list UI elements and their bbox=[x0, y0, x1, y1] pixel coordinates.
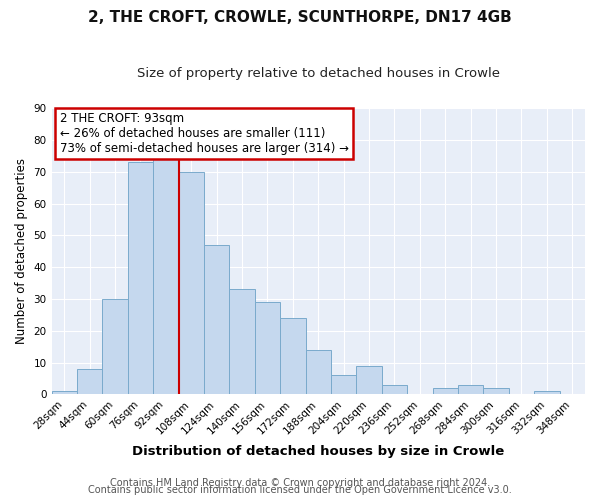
Bar bbox=[103, 299, 128, 394]
Bar bbox=[280, 318, 305, 394]
Bar bbox=[382, 385, 407, 394]
Bar bbox=[305, 350, 331, 395]
Bar bbox=[52, 392, 77, 394]
Bar bbox=[255, 302, 280, 394]
Text: 2, THE CROFT, CROWLE, SCUNTHORPE, DN17 4GB: 2, THE CROFT, CROWLE, SCUNTHORPE, DN17 4… bbox=[88, 10, 512, 25]
Text: Contains public sector information licensed under the Open Government Licence v3: Contains public sector information licen… bbox=[88, 485, 512, 495]
Bar bbox=[204, 245, 229, 394]
Bar bbox=[331, 376, 356, 394]
Y-axis label: Number of detached properties: Number of detached properties bbox=[15, 158, 28, 344]
Bar bbox=[77, 369, 103, 394]
Bar bbox=[153, 156, 179, 394]
Bar bbox=[458, 385, 484, 394]
X-axis label: Distribution of detached houses by size in Crowle: Distribution of detached houses by size … bbox=[132, 444, 505, 458]
Bar bbox=[179, 172, 204, 394]
Bar bbox=[229, 290, 255, 395]
Bar bbox=[356, 366, 382, 394]
Text: Contains HM Land Registry data © Crown copyright and database right 2024.: Contains HM Land Registry data © Crown c… bbox=[110, 478, 490, 488]
Bar bbox=[433, 388, 458, 394]
Text: 2 THE CROFT: 93sqm
← 26% of detached houses are smaller (111)
73% of semi-detach: 2 THE CROFT: 93sqm ← 26% of detached hou… bbox=[59, 112, 349, 156]
Bar bbox=[534, 392, 560, 394]
Title: Size of property relative to detached houses in Crowle: Size of property relative to detached ho… bbox=[137, 68, 500, 80]
Bar bbox=[128, 162, 153, 394]
Bar bbox=[484, 388, 509, 394]
